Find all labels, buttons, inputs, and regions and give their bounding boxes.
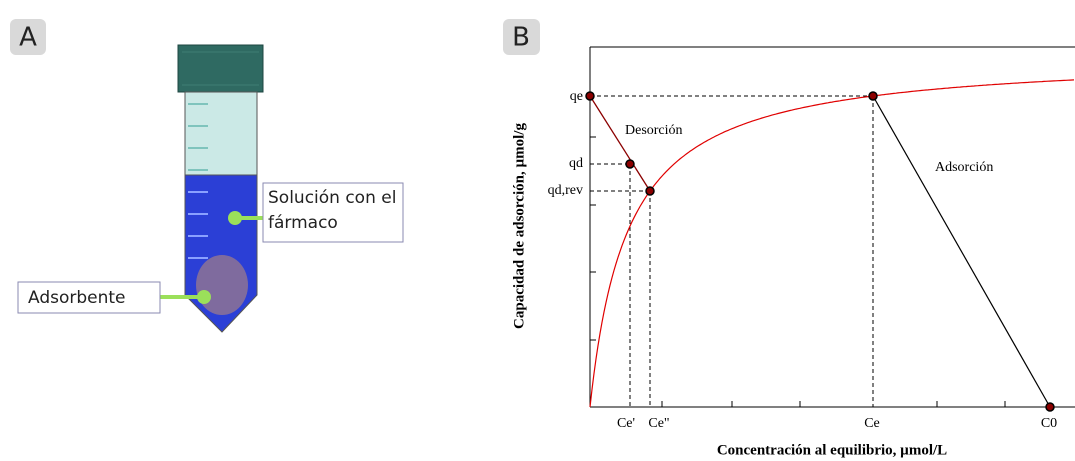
adsorbent	[196, 255, 248, 315]
x-label: Ce	[864, 416, 880, 431]
y-label: qe	[570, 89, 583, 104]
panel-label-box	[503, 19, 540, 55]
callout-dot	[228, 211, 242, 225]
panel-label: B	[512, 23, 530, 53]
x-label: Ce"	[648, 416, 669, 431]
adsorption-line	[872, 95, 1051, 408]
panel-label: A	[19, 23, 37, 53]
annotation: Adsorción	[935, 160, 993, 175]
graduations	[188, 103, 208, 259]
callout-text: Adsorbente	[28, 288, 126, 308]
desorption-line	[589, 95, 651, 192]
callout-dot	[197, 290, 211, 304]
panel-label-box	[10, 19, 46, 55]
x-label: C0	[1041, 416, 1057, 431]
callout-text-wrap: Solución con el fármaco	[268, 188, 397, 233]
annotation: Desorción	[625, 123, 683, 138]
x-axis-title: Concentración al equilibrio, µmol/L	[717, 442, 947, 458]
isotherm-curve	[589, 79, 1075, 408]
callout-box	[17, 281, 161, 314]
callout-text: Solución con el fármaco	[268, 188, 397, 233]
y-label: qd	[569, 156, 583, 171]
points	[585, 91, 1055, 412]
guide-lines	[590, 95, 874, 407]
y-label: qd,rev	[548, 183, 583, 198]
ticks	[590, 136, 1006, 407]
y-axis-title: Capacidad de adsorción, µmol/g	[511, 123, 527, 329]
tube-cap	[177, 44, 264, 93]
plot-frame	[589, 46, 1075, 408]
x-label: Ce'	[617, 416, 635, 431]
callout-box	[262, 182, 404, 243]
cap-ridges	[182, 51, 259, 86]
